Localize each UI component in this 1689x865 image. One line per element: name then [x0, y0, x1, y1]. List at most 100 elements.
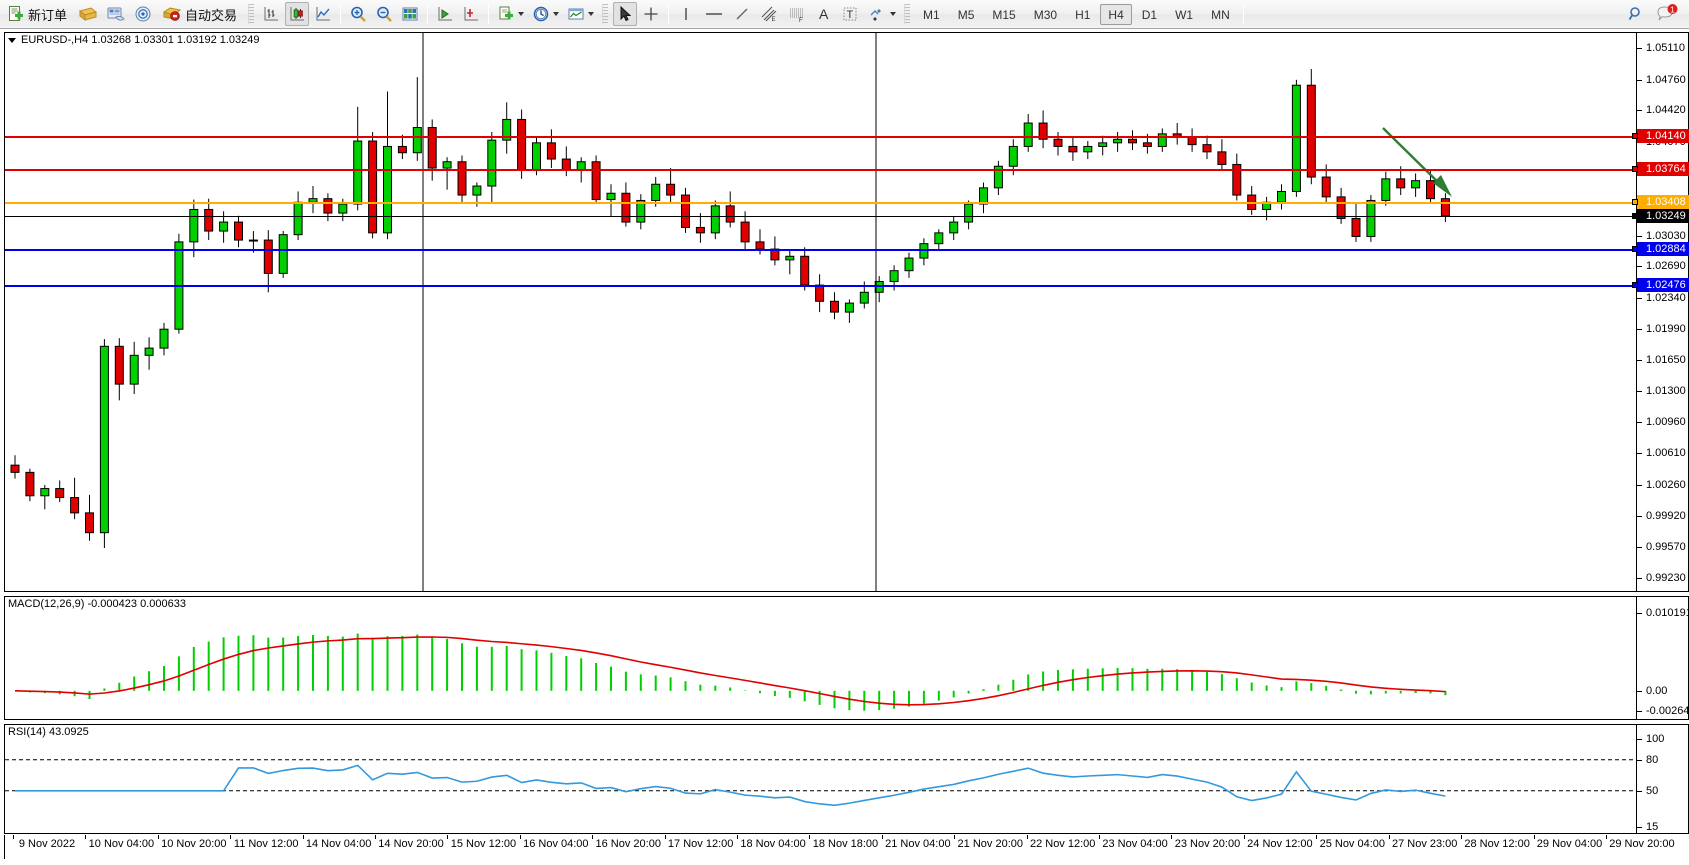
horizontal-level-line[interactable] — [5, 248, 1689, 251]
zoom-out-icon — [377, 6, 392, 22]
toolbar-grip-2[interactable] — [602, 4, 609, 24]
macd-panel[interactable]: MACD(12,26,9) -0.000423 0.000633 — [4, 596, 1689, 720]
horizontal-level-line[interactable] — [5, 169, 1689, 172]
templates-button[interactable] — [564, 2, 597, 26]
horizontal-level-line[interactable] — [5, 135, 1689, 138]
time-tick-mark — [13, 835, 14, 839]
new-chart-button[interactable] — [494, 2, 527, 26]
time-tick-label: 29 Nov 04:00 — [1536, 838, 1603, 850]
time-tick-mark — [737, 835, 739, 839]
candlestick — [621, 182, 631, 227]
new-order-button[interactable]: 新订单 — [4, 2, 73, 26]
horizontal-level-line[interactable] — [5, 285, 1689, 288]
objects-dropdown-caret[interactable] — [890, 12, 897, 16]
toolbar-grip[interactable] — [248, 4, 255, 24]
price-level-label[interactable]: 1.04140 — [1632, 128, 1689, 143]
horizontal-level-line[interactable] — [5, 215, 1689, 217]
candlestick — [1023, 114, 1033, 152]
price-tick: 1.01650 — [1637, 354, 1688, 366]
time-tick-label: 16 Nov 04:00 — [523, 838, 589, 850]
timeframe-h4[interactable]: H4 — [1100, 3, 1132, 25]
timeframe-m15[interactable]: M15 — [992, 7, 1016, 22]
objects-button[interactable] — [864, 2, 899, 26]
candlestick — [1202, 135, 1212, 160]
autotrading-icon — [162, 7, 182, 21]
cursor-button[interactable] — [613, 2, 638, 26]
chat-button[interactable]: 1 — [1653, 2, 1681, 26]
text-label-button[interactable]: T — [838, 2, 862, 26]
candlestick-chart-button[interactable] — [285, 2, 310, 26]
time-tick-label: 11 Nov 12:00 — [233, 838, 299, 850]
time-tick-mark — [1388, 835, 1390, 839]
macd-tick: 0.010191 — [1637, 607, 1689, 619]
timeframe-mn[interactable]: MN — [1211, 7, 1230, 22]
rsi-tick: 15 — [1637, 821, 1688, 833]
wallet-button[interactable] — [75, 2, 101, 26]
price-level-label[interactable]: 1.03408 — [1632, 194, 1689, 209]
candlestick — [85, 494, 94, 541]
toolbar-grip-3[interactable] — [904, 4, 911, 24]
price-level-label[interactable]: 1.03249 — [1632, 208, 1689, 223]
toolbar-separator-4 — [668, 4, 670, 24]
price-tick: 1.04420 — [1637, 104, 1688, 116]
down-arrow-annotation[interactable] — [1382, 127, 1452, 197]
text-button[interactable]: A — [812, 2, 836, 26]
search-button[interactable] — [1624, 2, 1648, 26]
new-chart-dropdown-caret[interactable] — [518, 12, 525, 16]
candlestick — [800, 247, 810, 291]
chart-header-text: EURUSD-,H4 1.03268 1.03301 1.03192 1.032… — [21, 34, 260, 46]
horizontal-level-line[interactable] — [5, 201, 1689, 204]
price-level-label[interactable]: 1.02884 — [1632, 241, 1689, 256]
period-dropdown-caret[interactable] — [553, 12, 560, 16]
rsi-tick: 100 — [1637, 733, 1688, 745]
vertical-line-button[interactable] — [674, 2, 698, 26]
price-level-label[interactable]: 1.03764 — [1632, 162, 1689, 177]
rsi-axis[interactable]: 100 80 50 15 — [1636, 724, 1689, 834]
price-level-label[interactable]: 1.02476 — [1632, 278, 1689, 293]
time-tick-mark — [592, 835, 594, 839]
chart-shift-button[interactable] — [433, 2, 457, 26]
timeframe-w1[interactable]: W1 — [1175, 7, 1194, 22]
main-toolbar: 新订单 — [0, 0, 1689, 29]
price-tick: 1.02690 — [1637, 260, 1688, 272]
price-axis[interactable]: 1.051101.047601.044201.040701.037201.033… — [1632, 32, 1689, 592]
macd-axis[interactable]: 0.010191 0.00 -0.002642 — [1636, 596, 1689, 720]
zoom-in-button[interactable] — [346, 2, 370, 26]
candlestick — [55, 480, 65, 503]
period-button[interactable] — [529, 2, 562, 26]
timeframe-d1[interactable]: D1 — [1141, 7, 1158, 22]
price-chart-panel[interactable]: EURUSD-,H4 1.03268 1.03301 1.03192 1.032… — [4, 32, 1689, 592]
timeframe-m5[interactable]: M5 — [957, 7, 975, 22]
trendline-button[interactable] — [730, 2, 754, 26]
timeframe-h1[interactable]: H1 — [1075, 7, 1091, 22]
horizontal-line-button[interactable] — [700, 2, 728, 26]
auto-scroll-icon — [464, 7, 479, 21]
chart-menu-caret[interactable] — [8, 37, 16, 43]
bar-chart-button[interactable] — [259, 2, 283, 26]
chat-icon: 1 — [1657, 4, 1678, 21]
rsi-panel[interactable]: RSI(14) 43.0925 — [4, 724, 1689, 834]
price-tick: 1.02340 — [1637, 292, 1688, 304]
timeframe-m30[interactable]: M30 — [1033, 7, 1058, 22]
candlestick — [144, 337, 154, 370]
auto-scroll-button[interactable] — [459, 2, 483, 26]
candlestick — [353, 106, 363, 211]
objects-icon — [870, 9, 882, 21]
candlestick — [1291, 79, 1301, 197]
fibonacci-button[interactable]: F — [784, 2, 810, 26]
price-level-marker — [1632, 198, 1638, 205]
autotrading-button[interactable]: 自动交易 — [159, 2, 243, 26]
crosshair-button[interactable] — [639, 2, 663, 26]
data-window-icon — [402, 7, 418, 21]
equidistant-channel-button[interactable]: E — [756, 2, 782, 26]
templates-dropdown-caret[interactable] — [588, 12, 595, 16]
line-chart-button[interactable] — [311, 2, 335, 26]
timeframe-m1[interactable]: M1 — [923, 7, 940, 22]
data-window-button[interactable] — [398, 2, 422, 26]
zoom-out-button[interactable] — [372, 2, 396, 26]
terminal-button[interactable] — [103, 2, 129, 26]
signals-button[interactable] — [131, 2, 157, 26]
notification-badge-count: 1 — [1670, 5, 1675, 15]
new-order-label: 新订单 — [28, 7, 68, 23]
time-axis[interactable]: 9 Nov 2022 10 Nov 04:00 10 Nov 20:00 11 Nov… — [4, 835, 1689, 859]
